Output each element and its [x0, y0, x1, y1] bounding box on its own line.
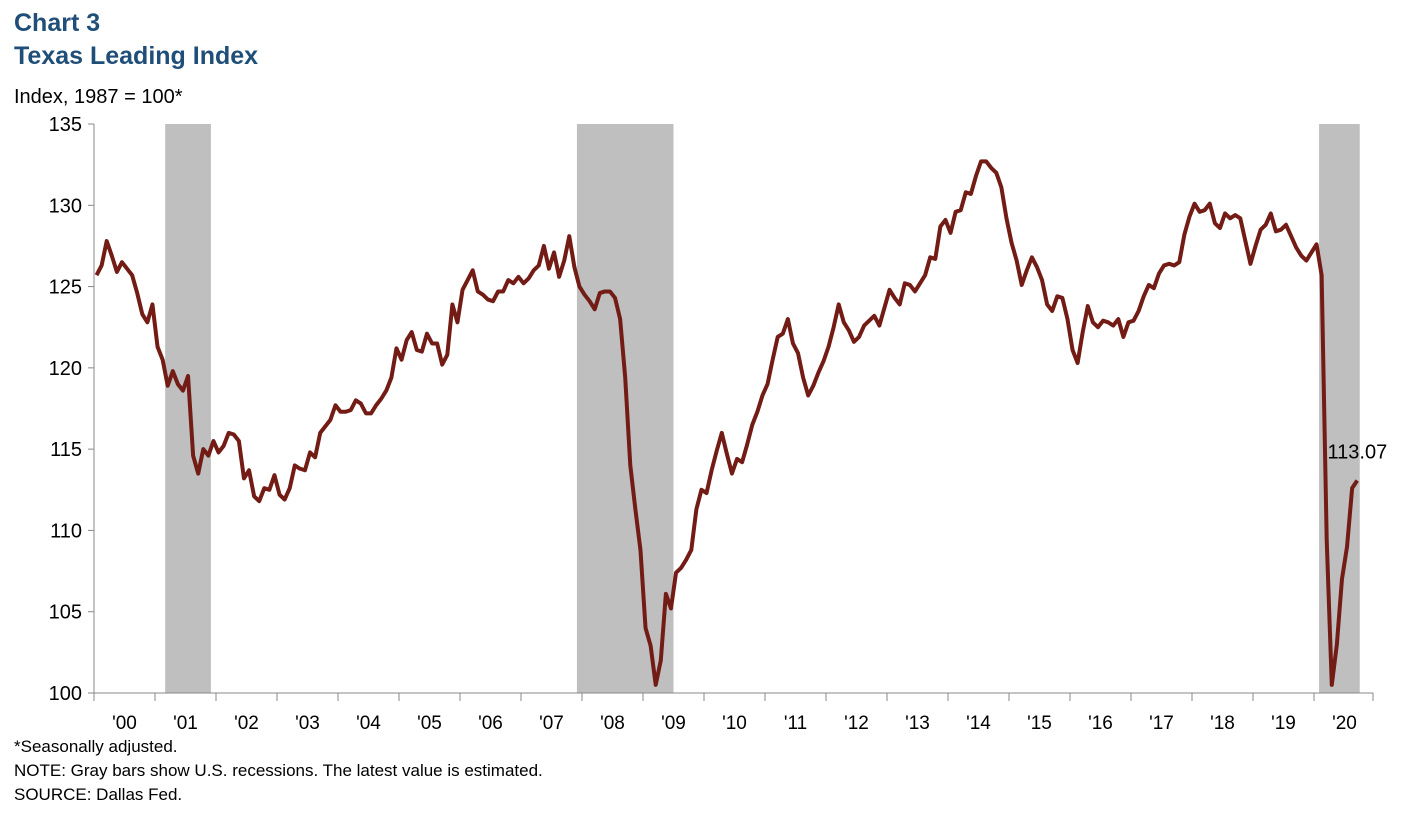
x-tick-label: '09 — [661, 713, 686, 734]
x-tick-label: '12 — [844, 713, 869, 734]
y-axis-label: Index, 1987 = 100* — [14, 86, 183, 108]
y-tick-label: 130 — [49, 195, 82, 217]
recession-bar — [165, 124, 211, 693]
x-tick-label: '01 — [173, 713, 198, 734]
y-tick-label: 100 — [49, 683, 82, 705]
y-tick-label: 120 — [49, 358, 82, 380]
line-series — [94, 159, 1359, 687]
data-label: 113.07 — [1328, 442, 1388, 464]
x-tick-label: '08 — [600, 713, 625, 734]
x-tick-label: '14 — [966, 713, 991, 734]
chart-title: Chart 3 — [14, 9, 100, 37]
x-tick-label: '05 — [417, 713, 442, 734]
x-tick-label: '15 — [1027, 713, 1052, 734]
chart-subtitle: Texas Leading Index — [14, 42, 258, 70]
x-tick-label: '19 — [1271, 713, 1296, 734]
x-tick-label: '16 — [1088, 713, 1113, 734]
y-tick-label: 115 — [50, 439, 82, 461]
y-tick-label: 135 — [49, 114, 82, 136]
x-tick-label: '06 — [478, 713, 503, 734]
note: *Seasonally adjusted. — [14, 737, 178, 756]
x-tick-label: '17 — [1149, 713, 1174, 734]
x-tick-label: '20 — [1332, 713, 1357, 734]
x-tick-label: '04 — [356, 713, 381, 734]
x-tick-label: '02 — [234, 713, 259, 734]
y-tick-label: 105 — [49, 602, 82, 624]
x-tick-label: '18 — [1210, 713, 1235, 734]
x-tick-label: '11 — [784, 713, 807, 734]
note: NOTE: Gray bars show U.S. recessions. Th… — [14, 761, 543, 780]
y-tick-label: 110 — [50, 520, 82, 542]
y-tick-label: 125 — [49, 277, 82, 299]
x-tick-label: '03 — [295, 713, 320, 734]
x-tick-label: '07 — [539, 713, 564, 734]
note: SOURCE: Dallas Fed. — [14, 785, 182, 804]
x-tick-label: '00 — [112, 713, 137, 734]
x-tick-label: '10 — [722, 713, 747, 734]
x-tick-label: '13 — [905, 713, 930, 734]
